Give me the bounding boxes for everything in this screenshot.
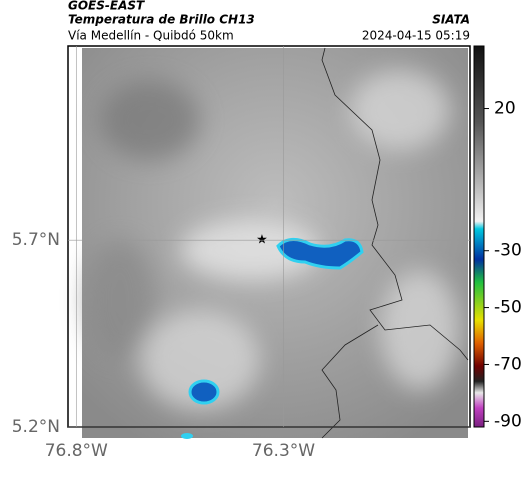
map-image: ★: [82, 47, 469, 439]
timestamp: 2024-04-15 05:19: [362, 29, 470, 43]
colorbar-tick-label: -30: [494, 241, 522, 261]
colorbar-tick-label: -50: [494, 298, 522, 318]
colorbar-tick-label: -90: [494, 411, 522, 431]
title: GOES-EAST: [68, 0, 145, 13]
region: Vía Medellín - Quibdó 50km: [68, 29, 234, 43]
colorbar-tick-label: -70: [494, 354, 522, 374]
lon-tick-label: 76.8°W: [45, 441, 108, 461]
subtitle: Temperatura de Brillo CH13: [68, 13, 255, 27]
lon-tick-label: 76.3°W: [252, 441, 315, 461]
lat-tick-label: 5.2°N: [12, 417, 60, 437]
source: SIATA: [432, 13, 470, 27]
colorbar-tick-label: 20: [494, 99, 516, 119]
lat-tick-label: 5.7°N: [12, 230, 60, 250]
colorbar: [473, 45, 485, 428]
